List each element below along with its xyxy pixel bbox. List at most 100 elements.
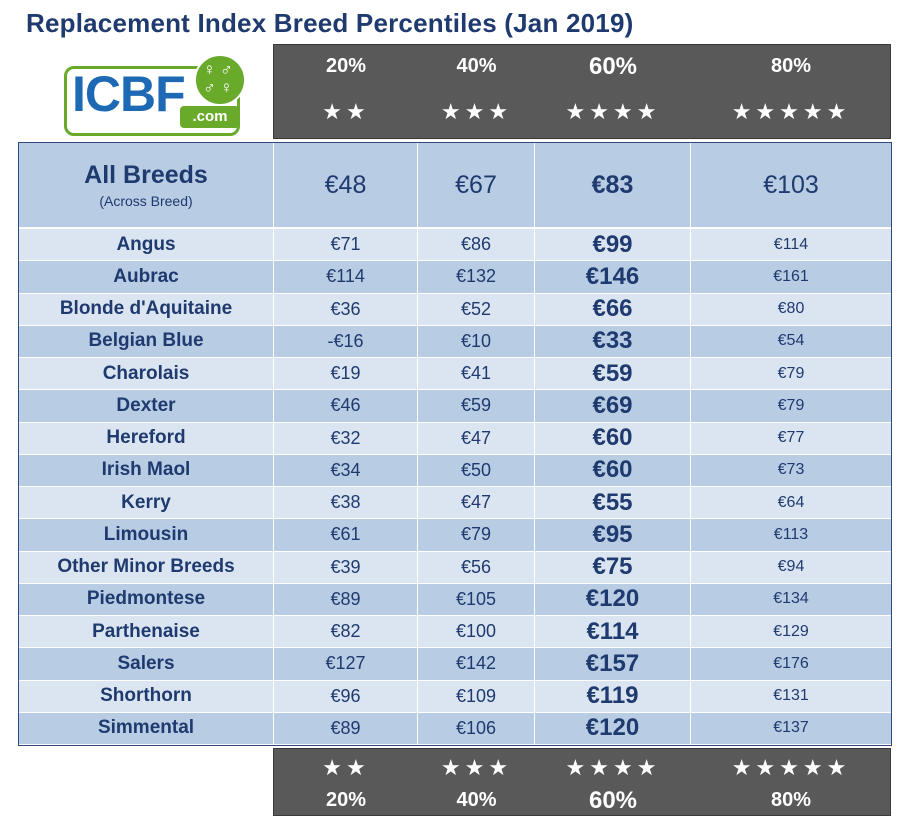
table-row: Angus €71 €86 €99 €114	[19, 229, 891, 262]
percentile-table: All Breeds (Across Breed) €48 €67 €83 €1…	[18, 142, 892, 746]
all-breeds-row: All Breeds (Across Breed) €48 €67 €83 €1…	[19, 143, 891, 229]
breed-value-40: €41	[418, 358, 535, 390]
breed-value-40: €100	[418, 616, 535, 648]
breed-value-20: €39	[274, 551, 418, 583]
logo-text: ICBF	[72, 66, 186, 122]
breed-name: Kerry	[19, 487, 274, 519]
breed-name: Simmental	[19, 712, 274, 744]
table-row: Piedmontese €89 €105 €120 €134	[19, 583, 891, 616]
breed-value-40: €52	[418, 293, 535, 325]
all-breeds-80: €103	[763, 170, 819, 199]
stars-bottom-40: ★★★	[440, 755, 513, 780]
breed-value-40: €56	[418, 551, 535, 583]
all-breeds-cell: All Breeds (Across Breed)	[19, 143, 274, 227]
breed-value-60: €120	[535, 712, 691, 744]
all-breeds-label: All Breeds	[84, 161, 208, 189]
stars-bottom-80: ★★★★★	[731, 755, 851, 780]
breed-name: Belgian Blue	[19, 325, 274, 357]
breed-value-40: €59	[418, 390, 535, 422]
percentile-label-60: 60%	[588, 53, 638, 80]
breed-value-80: €176	[773, 654, 809, 672]
breed-name: Limousin	[19, 519, 274, 551]
table-row: Irish Maol €34 €50 €60 €73	[19, 454, 891, 487]
breed-value-60: €120	[535, 583, 691, 615]
percentile-label-20: 20%	[325, 55, 367, 77]
gender-symbols-icon: ♀ ♂ ♂ ♀	[194, 54, 246, 106]
breed-value-40: €47	[418, 487, 535, 519]
breed-value-20: €34	[274, 454, 418, 486]
stars-80: ★★★★★	[731, 99, 851, 124]
breed-value-80: €79	[777, 364, 805, 382]
breed-value-80: €114	[773, 235, 809, 253]
breed-value-60: €75	[535, 551, 691, 583]
breed-value-20: €89	[274, 583, 418, 615]
breed-value-20: €19	[274, 358, 418, 390]
page-title: Replacement Index Breed Percentiles (Jan…	[26, 8, 634, 38]
all-breeds-20: €48	[274, 143, 418, 227]
table-row: Aubrac €114 €132 €146 €161	[19, 261, 891, 294]
table-row: Kerry €38 €47 €55 €64	[19, 487, 891, 520]
all-breeds-subtitle: (Across Breed)	[99, 193, 193, 209]
breed-name: Aubrac	[19, 261, 274, 293]
breed-value-80: €73	[777, 461, 805, 479]
breed-value-60: €157	[535, 648, 691, 680]
breed-value-20: €61	[274, 519, 418, 551]
all-breeds-60: €83	[535, 143, 691, 227]
breed-name: Dexter	[19, 390, 274, 422]
breed-value-40: €109	[418, 680, 535, 712]
breed-value-60: €119	[535, 680, 691, 712]
stars-60: ★★★★	[565, 99, 661, 124]
percentile-header-bottom: ★★ ★★★ ★★★★ ★★★★★ 20% 40% 60% 80%	[273, 748, 891, 816]
breed-value-20: -€16	[274, 325, 418, 357]
table-row: Shorthorn €96 €109 €119 €131	[19, 680, 891, 713]
table-row: Salers €127 €142 €157 €176	[19, 648, 891, 681]
breed-value-80: €64	[777, 493, 805, 511]
breed-name: Parthenaise	[19, 616, 274, 648]
breed-value-80: €113	[773, 525, 809, 543]
stars-bottom-20: ★★	[322, 755, 370, 780]
table-row: Hereford €32 €47 €60 €77	[19, 422, 891, 455]
breed-value-20: €71	[274, 229, 418, 261]
breed-value-80: €161	[773, 267, 809, 285]
breed-value-40: €86	[418, 229, 535, 261]
breed-value-60: €99	[535, 229, 691, 261]
breed-value-20: €38	[274, 487, 418, 519]
breed-value-60: €59	[535, 358, 691, 390]
breed-value-60: €60	[535, 454, 691, 486]
logo-suffix: .com	[180, 106, 240, 128]
breed-value-20: €82	[274, 616, 418, 648]
percentile-bottom-60: 60%	[588, 787, 638, 814]
breed-value-80: €77	[777, 429, 805, 447]
stars-bottom-60: ★★★★	[565, 755, 661, 780]
breed-value-80: €54	[777, 332, 805, 350]
percentile-header-top: 20% 40% 60% 80% ★★ ★★★ ★★★★ ★★★★★	[273, 44, 891, 139]
breed-name: Irish Maol	[19, 454, 274, 486]
table-row: Other Minor Breeds €39 €56 €75 €94	[19, 551, 891, 584]
breed-value-40: €105	[418, 583, 535, 615]
breed-name: Other Minor Breeds	[19, 551, 274, 583]
breed-value-60: €114	[535, 616, 691, 648]
stars-40: ★★★	[440, 99, 513, 124]
breed-value-40: €10	[418, 325, 535, 357]
all-breeds-40: €67	[418, 143, 535, 227]
breed-value-20: €96	[274, 680, 418, 712]
percentile-bottom-40: 40%	[456, 789, 497, 811]
table-row: Limousin €61 €79 €95 €113	[19, 519, 891, 552]
breed-name: Salers	[19, 648, 274, 680]
breed-value-20: €89	[274, 712, 418, 744]
breed-value-80: €129	[773, 622, 809, 640]
breed-name: Hereford	[19, 422, 274, 454]
breed-name: Charolais	[19, 358, 274, 390]
breed-value-20: €127	[274, 648, 418, 680]
table-row: Blonde d'Aquitaine €36 €52 €66 €80	[19, 293, 891, 326]
percentile-bottom-80: 80%	[770, 789, 812, 811]
breed-value-60: €55	[535, 487, 691, 519]
breed-value-40: €79	[418, 519, 535, 551]
table-row: Charolais €19 €41 €59 €79	[19, 358, 891, 391]
percentile-bottom-20: 20%	[325, 789, 367, 811]
table-row: Belgian Blue -€16 €10 €33 €54	[19, 325, 891, 358]
percentile-label-40: 40%	[456, 55, 497, 77]
breed-value-60: €69	[535, 390, 691, 422]
breed-value-20: €114	[274, 261, 418, 293]
breed-value-60: €33	[535, 325, 691, 357]
